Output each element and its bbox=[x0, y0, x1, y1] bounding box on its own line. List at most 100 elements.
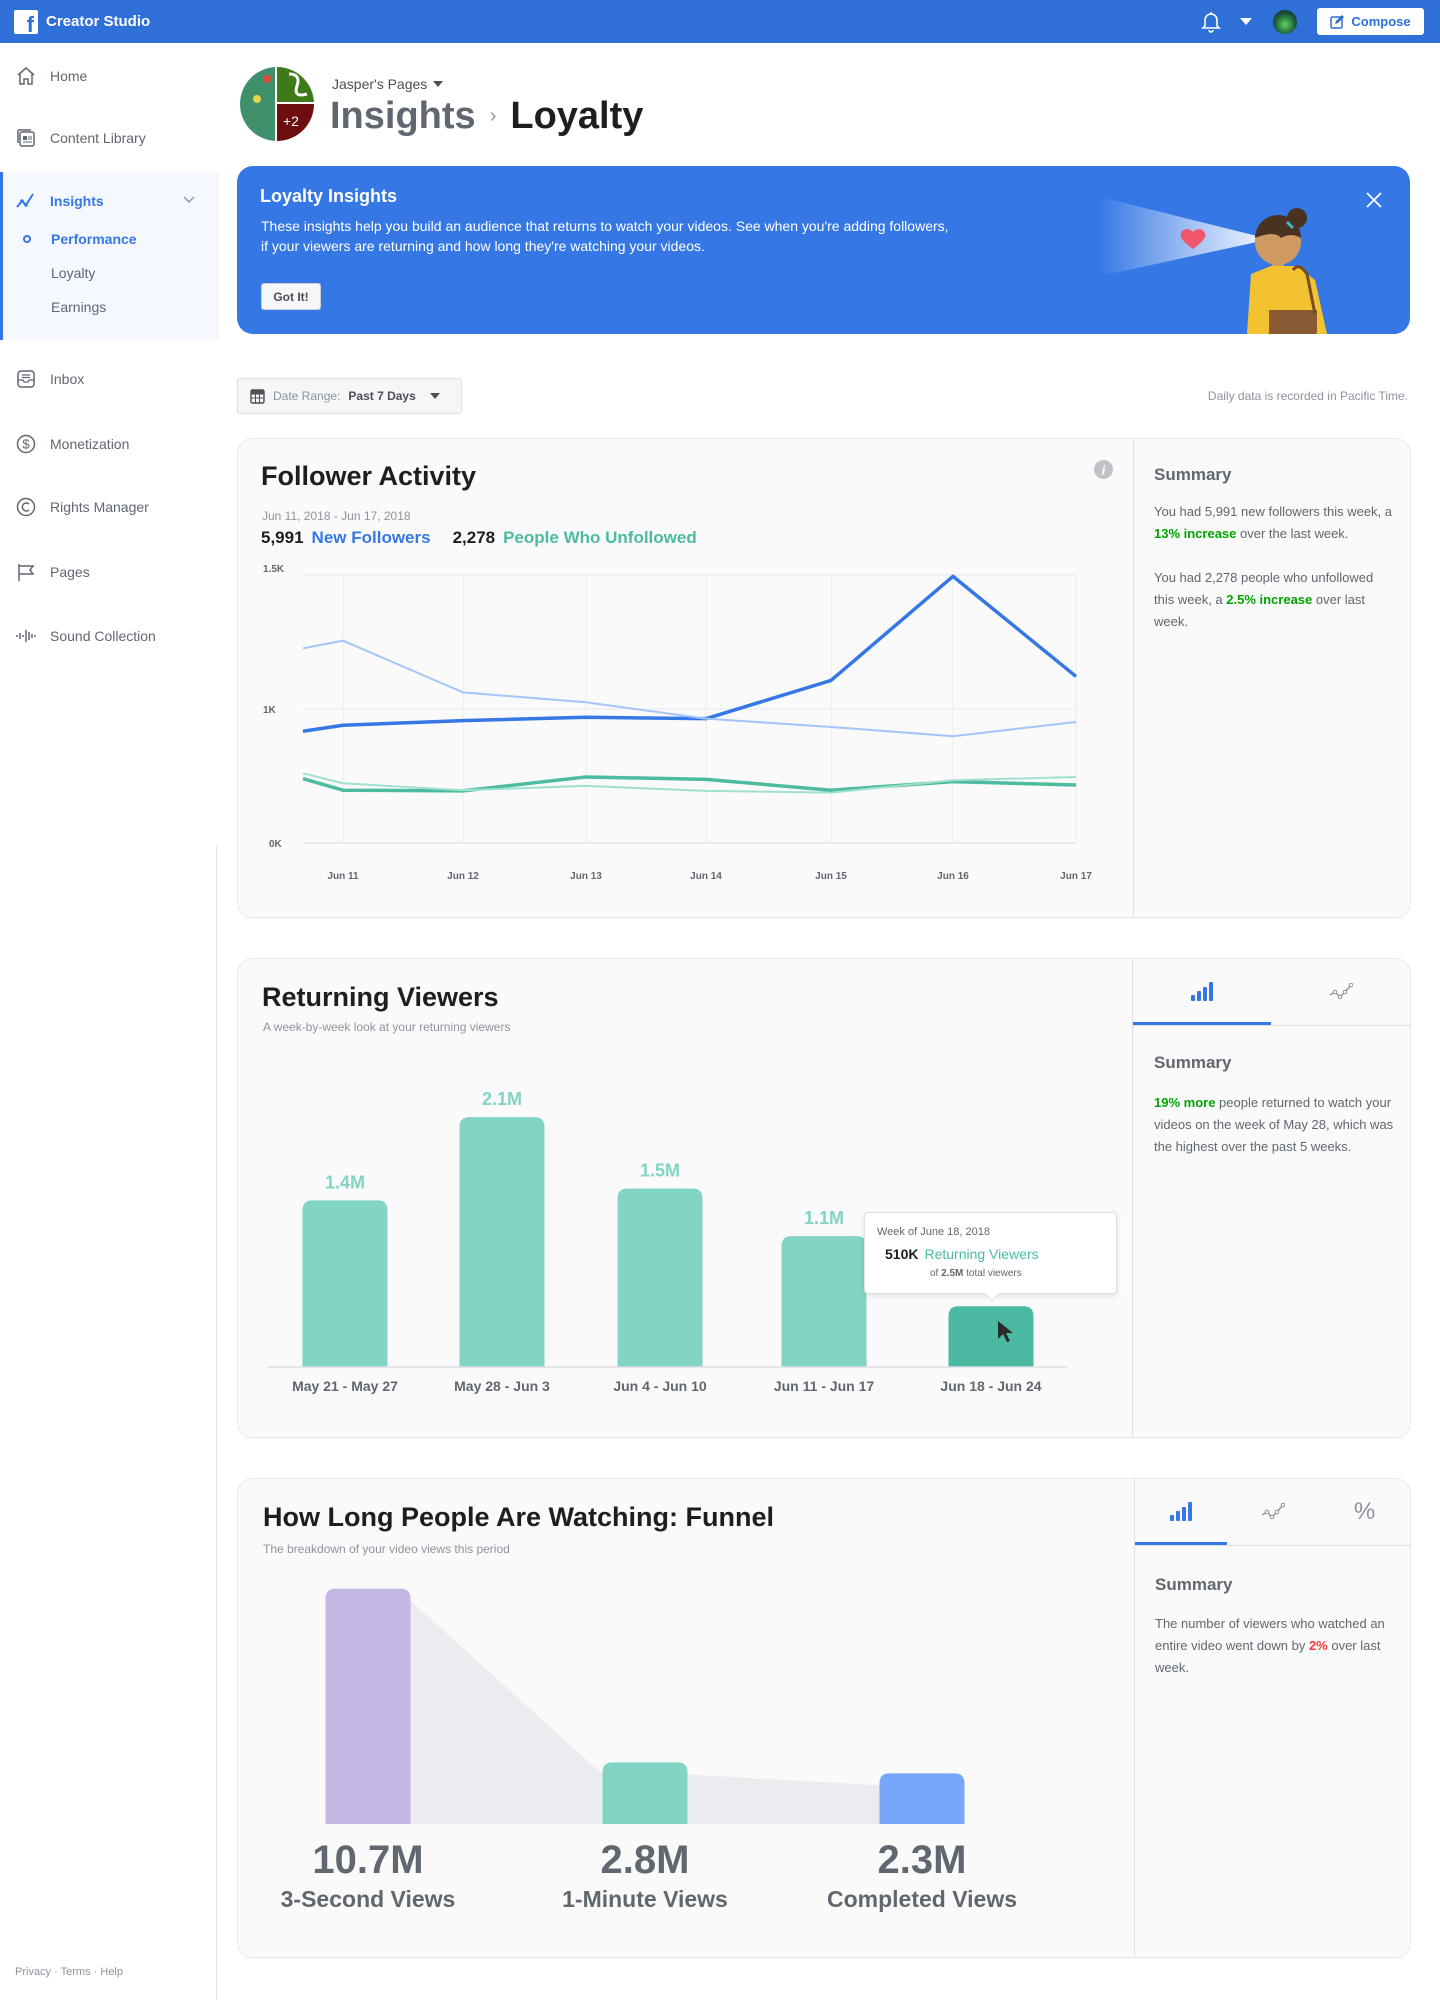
summary-text: The number of viewers who watched an ent… bbox=[1155, 1613, 1395, 1679]
breadcrumb-insights[interactable]: Insights bbox=[330, 95, 476, 137]
bar-value-label: 1.5M bbox=[640, 1161, 680, 1181]
card-subtitle: A week-by-week look at your returning vi… bbox=[263, 1020, 511, 1034]
sidebar-subitem-earnings[interactable]: Earnings bbox=[51, 299, 107, 315]
tooltip-of: of bbox=[930, 1268, 939, 1279]
sidebar-item-inbox[interactable]: Inbox bbox=[0, 363, 219, 395]
bar bbox=[617, 1188, 703, 1367]
privacy-link[interactable]: Privacy bbox=[15, 1966, 52, 1978]
date-range-dropdown[interactable]: Date Range: Past 7 Days bbox=[237, 378, 462, 414]
x-category-label: Jun 18 - Jun 24 bbox=[940, 1378, 1041, 1394]
summary-highlight: 2.5% increase bbox=[1226, 592, 1313, 607]
svg-text:$: $ bbox=[22, 437, 30, 452]
summary-paragraph: You had 5,991 new followers this week, a… bbox=[1154, 501, 1394, 545]
tooltip-total: of 2.5M total viewers bbox=[930, 1268, 1022, 1279]
tooltip-total-suffix: total viewers bbox=[966, 1268, 1022, 1279]
new-followers-count: 5,991 bbox=[261, 528, 304, 547]
summary-part: over last week. bbox=[1155, 1638, 1381, 1675]
summary-divider bbox=[1134, 1479, 1135, 1957]
loyalty-insights-banner: Loyalty Insights These insights help you… bbox=[237, 166, 1410, 334]
sidebar-item-label: Rights Manager bbox=[50, 499, 149, 515]
summary-highlight: 13% increase bbox=[1154, 526, 1237, 541]
compose-label: Compose bbox=[1351, 14, 1411, 29]
x-tick-label: Jun 16 bbox=[937, 871, 969, 882]
sidebar-item-sound-collection[interactable]: Sound Collection bbox=[0, 620, 219, 652]
card-title: Follower Activity bbox=[261, 461, 477, 491]
summary-divider bbox=[1132, 959, 1133, 1437]
close-icon[interactable] bbox=[1366, 192, 1382, 208]
funnel-value-label: 2.8M bbox=[601, 1838, 690, 1882]
bar-tooltip: Week of June 18, 2018 510K Returning Vie… bbox=[864, 1212, 1117, 1302]
returning-viewers-chart: 1.4M May 21 - May 27 2.1M May 28 - Jun 3 1.5… bbox=[267, 1089, 1067, 1394]
summary-part: over last week. bbox=[1154, 592, 1366, 629]
x-tick-label: Jun 17 bbox=[1060, 871, 1092, 882]
tab-line-chart[interactable] bbox=[1227, 1479, 1319, 1545]
summary-title: Summary bbox=[1154, 465, 1232, 484]
follower-activity-chart: 0K 1K 1.5K Jun 11 Jun 12 Jun 13 Jun 14 Jun 15 Ju… bbox=[263, 564, 1092, 882]
funnel-bar bbox=[879, 1773, 965, 1824]
tab-bar-chart[interactable] bbox=[1135, 1479, 1227, 1545]
bar bbox=[459, 1117, 545, 1367]
bar bbox=[781, 1236, 867, 1367]
sidebar-border bbox=[216, 845, 217, 2000]
flag-icon bbox=[18, 564, 35, 581]
terms-link[interactable]: Terms bbox=[60, 1966, 91, 1978]
summary-part: people returned to watch your videos on … bbox=[1154, 1095, 1394, 1154]
tab-line-chart[interactable] bbox=[1271, 959, 1410, 1025]
help-link[interactable]: Help bbox=[100, 1966, 123, 1978]
sidebar-item-content-library[interactable]: Content Library bbox=[0, 122, 219, 154]
x-tick-label: Jun 14 bbox=[690, 871, 722, 882]
tooltip-value: 510K bbox=[885, 1246, 919, 1262]
y-tick-label: 1.5K bbox=[263, 564, 285, 575]
sidebar-footer: Privacy · Terms · Help bbox=[15, 1966, 123, 1978]
funnel-connector bbox=[410, 1600, 880, 1824]
funnel-bar bbox=[602, 1762, 688, 1824]
summary-highlight: 19% more bbox=[1154, 1095, 1216, 1110]
chevron-down-icon[interactable] bbox=[183, 196, 195, 204]
series-line bbox=[302, 775, 1077, 793]
sidebar-subitem-performance[interactable]: Performance bbox=[51, 231, 137, 247]
sidebar-item-pages[interactable]: Pages bbox=[0, 556, 219, 588]
banner-line: These insights help you build an audienc… bbox=[261, 218, 949, 234]
home-icon bbox=[17, 67, 35, 85]
page-avatar[interactable]: +2 bbox=[237, 64, 317, 144]
profile-avatar[interactable] bbox=[1273, 10, 1297, 34]
info-icon[interactable]: i bbox=[1094, 460, 1113, 479]
sidebar-item-label: Content Library bbox=[50, 130, 146, 146]
got-it-button[interactable]: Got It! bbox=[261, 283, 321, 310]
y-tick-label: 0K bbox=[269, 839, 283, 850]
summary-text: You had 5,991 new followers this week, a… bbox=[1154, 501, 1394, 633]
card-subtitle: The breakdown of your video views this p… bbox=[263, 1542, 510, 1556]
summary-part: The number of viewers who watched an ent… bbox=[1155, 1616, 1385, 1653]
tab-bar-chart[interactable] bbox=[1133, 959, 1271, 1025]
compose-button[interactable]: Compose bbox=[1317, 8, 1424, 35]
series-line bbox=[302, 574, 1078, 733]
bell-icon[interactable] bbox=[1201, 11, 1221, 33]
sidebar-item-rights-manager[interactable]: Rights Manager bbox=[0, 491, 219, 523]
x-category-label: May 28 - Jun 3 bbox=[454, 1378, 550, 1394]
svg-text:i: i bbox=[1102, 463, 1106, 478]
tab-percent[interactable]: % bbox=[1319, 1479, 1410, 1545]
summary-part: You had 5,991 new followers this week, a bbox=[1154, 504, 1393, 519]
sidebar-item-label: Home bbox=[50, 68, 88, 84]
summary-part: You had 2,278 people who unfollowed this… bbox=[1154, 570, 1374, 607]
tooltip-week: Week of June 18, 2018 bbox=[877, 1226, 990, 1238]
insights-icon bbox=[16, 193, 34, 208]
sidebar-item-home[interactable]: Home bbox=[0, 60, 219, 92]
card-title: How Long People Are Watching: Funnel bbox=[263, 1502, 774, 1532]
bar-chart-icon bbox=[1170, 1501, 1192, 1521]
loyalty-illustration bbox=[1100, 197, 1327, 334]
page-selector[interactable]: Jasper's Pages bbox=[332, 76, 444, 92]
sidebar-item-monetization[interactable]: $ Monetization bbox=[0, 428, 219, 460]
series-line bbox=[302, 772, 1077, 794]
caret-down-icon[interactable] bbox=[1240, 18, 1252, 26]
sidebar-item-insights[interactable]: Insights bbox=[0, 185, 219, 217]
sidebar-subitem-loyalty[interactable]: Loyalty bbox=[51, 265, 96, 281]
content-library-icon bbox=[17, 129, 35, 147]
funnel-card: How Long People Are Watching: Funnel The… bbox=[237, 1478, 1411, 1958]
chart-type-tabs: % bbox=[1135, 1479, 1410, 1546]
mouse-cursor-icon bbox=[998, 1321, 1013, 1342]
svg-text:+2: +2 bbox=[283, 113, 299, 129]
facebook-logo[interactable]: f bbox=[14, 10, 38, 34]
funnel-category-label: Completed Views bbox=[827, 1886, 1017, 1912]
sidebar-item-label: Inbox bbox=[50, 371, 85, 387]
